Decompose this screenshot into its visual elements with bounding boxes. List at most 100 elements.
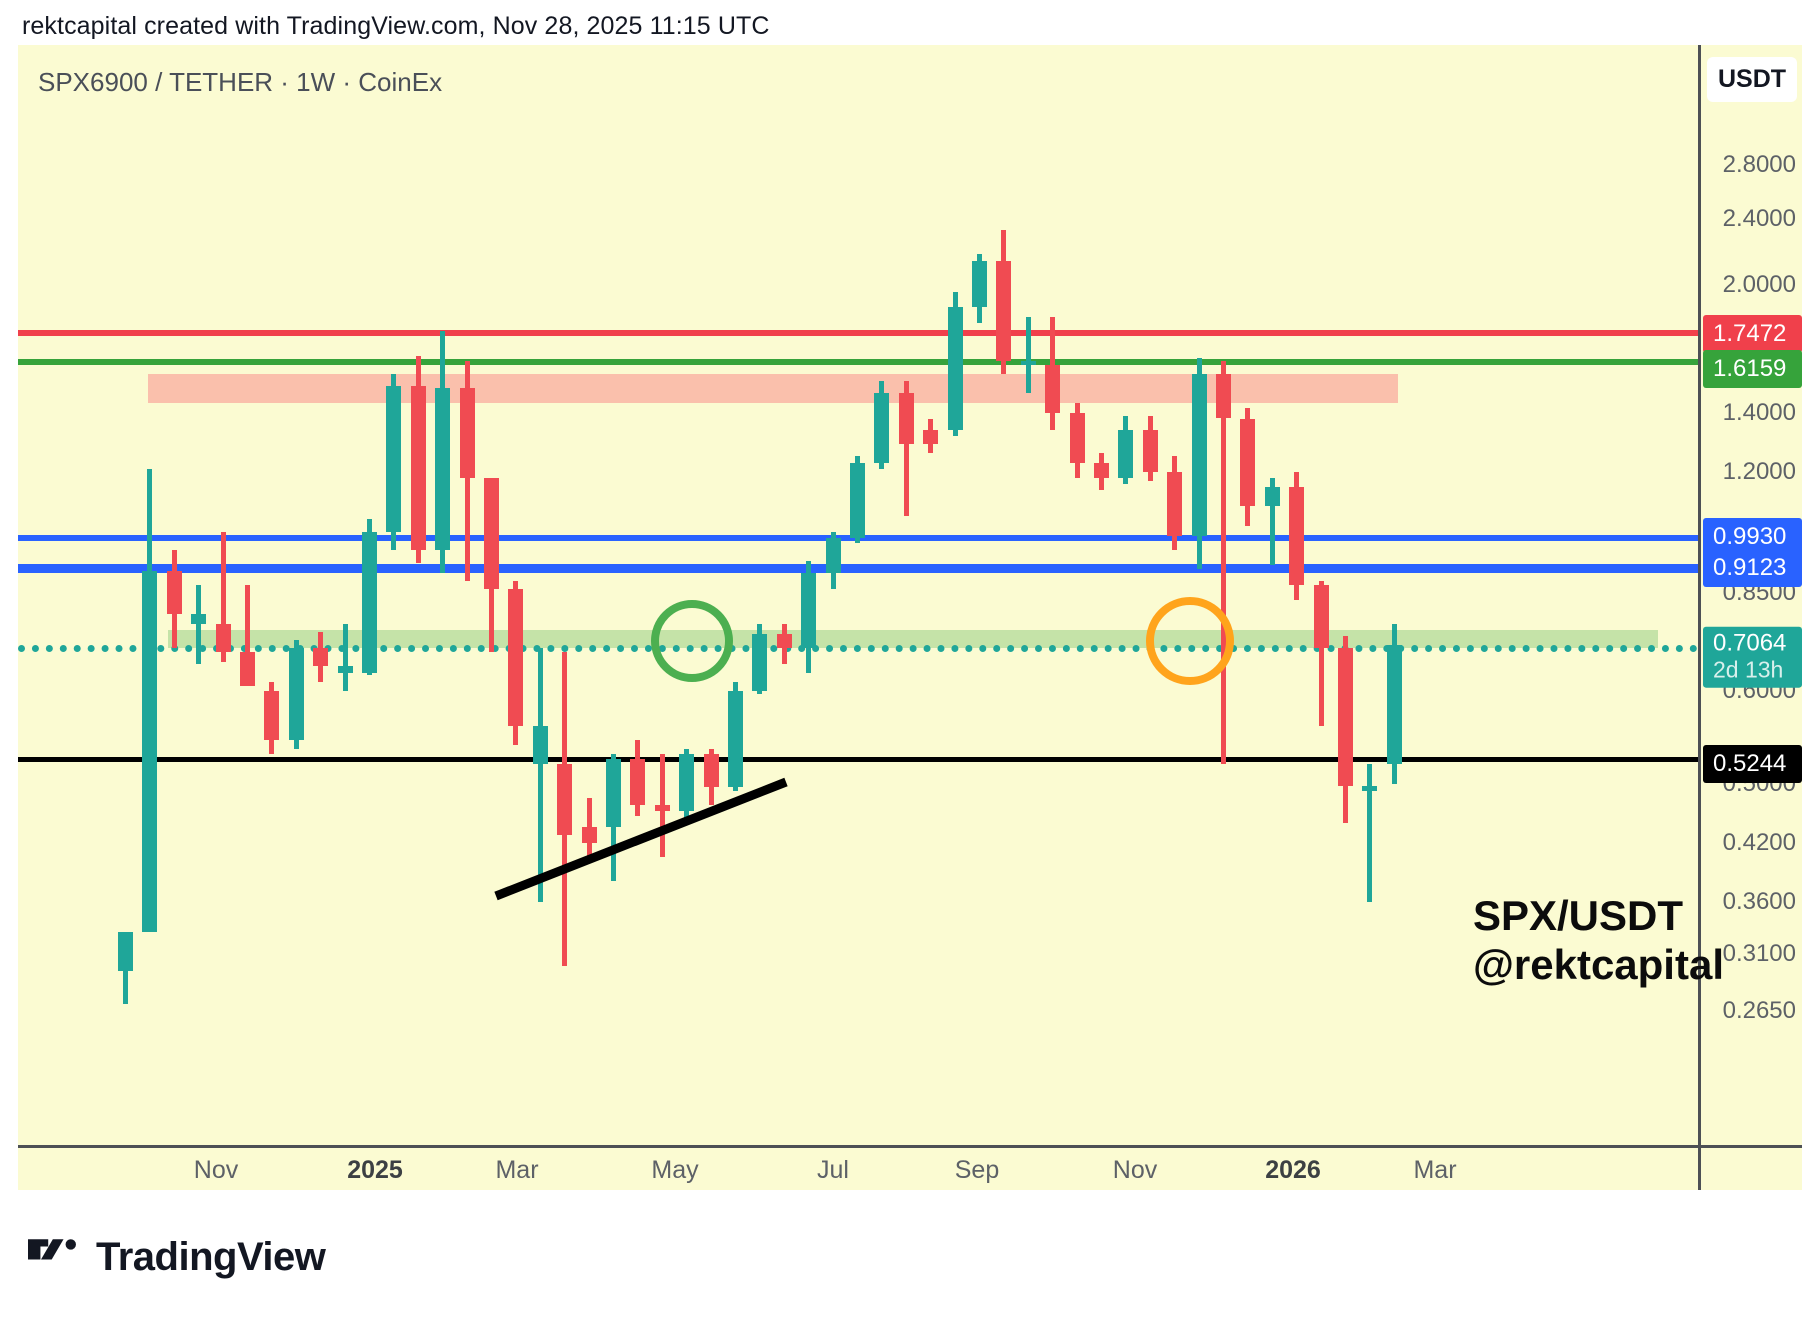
candle-body (1167, 472, 1183, 536)
candle-body (1240, 418, 1256, 506)
candle-body (1191, 374, 1207, 536)
candle-wick (1221, 360, 1226, 764)
candle-body (581, 827, 597, 843)
candle-wick (342, 624, 348, 691)
candle-body (1216, 374, 1231, 419)
candle-wick (220, 532, 226, 663)
tradingview-logo-icon (28, 1238, 76, 1259)
price-tick: 1.4000 (1722, 399, 1796, 426)
candle-body (679, 754, 695, 811)
candle-body (703, 754, 719, 788)
level-line-last-price-line[interactable] (18, 645, 1698, 653)
candle-body (508, 588, 524, 727)
chart-watermark: SPX/USDT @rektcapital (1473, 891, 1724, 990)
candle-body (850, 462, 865, 538)
candle-wick (1269, 477, 1275, 566)
candle-wick (196, 584, 202, 665)
candle-body (1313, 584, 1329, 648)
green-circle[interactable] (651, 600, 733, 682)
orange-circle[interactable] (1146, 597, 1234, 685)
price-badge-level-black[interactable]: 0.5244 (1703, 745, 1802, 783)
candle-body (1338, 647, 1353, 787)
candle-body (654, 804, 670, 811)
price-tick: 0.3100 (1722, 940, 1796, 967)
ascending-trendline[interactable] (494, 777, 788, 901)
price-tick: 2.8000 (1722, 151, 1796, 178)
candle-body (1264, 486, 1280, 506)
candle-body (118, 932, 133, 971)
candle-body (313, 647, 329, 667)
support-zone[interactable] (168, 630, 1658, 648)
candle-body (410, 385, 426, 551)
price-tick: 0.4200 (1722, 829, 1796, 856)
time-tick: Nov (193, 1156, 239, 1184)
price-scale[interactable]: USDT 2.8000 2.4000 2.0000 1.4000 1.2000 0.850… (1701, 45, 1802, 1145)
candlestick-series (18, 45, 1698, 1145)
level-line-level-black[interactable] (18, 757, 1698, 763)
plot-area[interactable] (18, 45, 1698, 1145)
price-badge-value: 0.5244 (1713, 750, 1787, 777)
candle-body (191, 613, 207, 625)
level-line-support-lower[interactable] (18, 563, 1698, 573)
level-line-resistance-green[interactable] (18, 358, 1698, 365)
candle-body (532, 726, 548, 764)
trendline-overlay (494, 777, 788, 901)
price-tick: 2.4000 (1722, 205, 1796, 232)
candle-body (1386, 645, 1402, 764)
candle-wick (245, 584, 250, 673)
price-tick: 0.2650 (1722, 997, 1796, 1024)
candle-body (264, 691, 280, 741)
candle-body (996, 260, 1012, 361)
candle-wick (903, 381, 909, 516)
price-badge-resistance-green[interactable]: 1.6159 (1703, 350, 1802, 388)
candle-body (386, 385, 402, 533)
candle-body (1069, 413, 1085, 463)
candle-body (972, 260, 987, 308)
price-tick: 0.3600 (1722, 888, 1796, 915)
attribution-text: rektcapital created with TradingView.com… (22, 12, 770, 40)
candle-body (1289, 486, 1305, 585)
candle-body (752, 633, 768, 691)
price-badge-value: 1.7472 (1713, 320, 1787, 347)
time-axis-divider (18, 1145, 1802, 1148)
price-badge-value: 1.6159 (1713, 355, 1787, 382)
candle-body (1045, 365, 1061, 413)
candle-body (557, 763, 573, 836)
scale-divider (1698, 45, 1701, 1145)
candle-wick (1367, 763, 1373, 902)
candle-body (947, 307, 963, 430)
level-line-resistance-red[interactable] (18, 330, 1698, 337)
price-badge-support-lower[interactable]: 0.9123 (1703, 549, 1802, 587)
price-badge-value: 0.9123 (1713, 554, 1787, 581)
candle-body (825, 537, 841, 573)
tradingview-footer: TradingView (28, 1235, 326, 1280)
candle-body (606, 759, 621, 828)
supply-zone[interactable] (148, 374, 1398, 403)
price-tick: 1.2000 (1722, 458, 1796, 485)
candle-body (215, 624, 231, 652)
price-badge-resistance-red[interactable]: 1.7472 (1703, 315, 1802, 353)
candle-body (459, 388, 475, 478)
currency-badge[interactable]: USDT (1707, 57, 1797, 102)
candle-body (484, 477, 499, 589)
symbol-legend[interactable]: SPX6900 / TETHER · 1W · CoinEx (38, 67, 443, 97)
time-tick: May (651, 1156, 699, 1184)
watermark-handle: @rektcapital (1472, 941, 1724, 989)
candle-body (166, 570, 182, 614)
candle-body (1118, 429, 1134, 478)
watermark-symbol: SPX/USDT (1472, 891, 1683, 939)
candle-body (1094, 462, 1109, 478)
candle-body (288, 647, 304, 741)
price-badge-value: 0.9930 (1713, 523, 1787, 550)
time-axis-edge (1698, 1148, 1701, 1190)
candle-wick (537, 647, 543, 902)
candle-body (337, 666, 353, 673)
candle-body (923, 429, 939, 445)
time-scale[interactable]: Nov 2025 Mar May Jul Sep Nov 2026 Mar (18, 1148, 1802, 1190)
tradingview-wordmark: TradingView (96, 1235, 326, 1279)
candle-body (776, 633, 792, 648)
time-tick: Jul (817, 1156, 849, 1184)
price-badge-last-price[interactable]: 0.7064 2d 13h (1703, 626, 1802, 688)
candle-wick (1318, 580, 1324, 727)
candle-body (142, 570, 158, 933)
